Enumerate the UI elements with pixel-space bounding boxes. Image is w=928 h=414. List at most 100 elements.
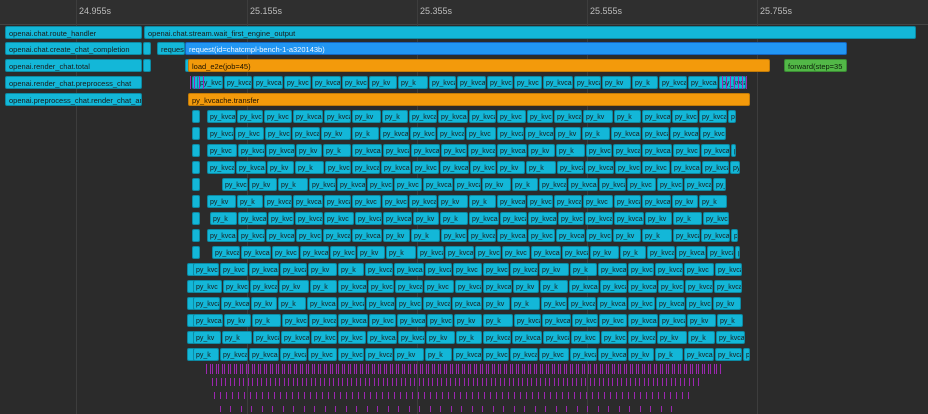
kvcache-span[interactable]: py_kvc [700,127,726,140]
kvcache-span[interactable]: py_kvcac [642,127,669,140]
kvcache-span[interactable]: py_kvcac [676,246,706,259]
kvcache-span[interactable]: py_kvcach [300,246,329,259]
span-forward[interactable]: forward(step=35 [784,59,847,72]
kvcache-span[interactable]: py_kvca [670,127,699,140]
kvcache-span[interactable]: py_kvcac [468,229,496,242]
kvcache-span[interactable]: py_kvca [475,246,501,259]
kvcache-span[interactable]: py_k [540,280,568,293]
kvcache-span[interactable]: py_kv [482,178,511,191]
kvcache-span[interactable]: py_kvcach [657,178,683,191]
kvcache-span[interactable]: py_k [323,144,351,157]
kvcache-span[interactable]: py_kv [613,229,641,242]
kvcache-span[interactable]: py_kvcache.t [731,144,736,157]
kvcache-span[interactable]: py_kvcache [642,110,671,123]
kvcache-span[interactable]: py_kv [426,331,455,344]
kvcache-span[interactable]: py_kvcache.t [365,348,393,361]
kvcache-span[interactable]: py_kvc [272,246,299,259]
kvcache-span[interactable]: py_kvcac [445,246,474,259]
kvcache-span[interactable]: py_kvcache [716,331,745,344]
kvcache-span[interactable]: py_k [556,144,585,157]
kvcache-span[interactable]: py_kvcache [365,263,393,276]
kvcache-span[interactable]: py_k [469,195,496,208]
kvcache-span[interactable]: py_kvcac [309,314,337,327]
kvcache-span[interactable]: py_kvc [658,280,684,293]
kvcache-span[interactable]: py_kvc [514,76,542,89]
kvcache-span[interactable]: py_kvcache.t [250,280,278,293]
kvcache-span[interactable]: py_kvca [366,297,395,310]
span-wait-first-engine-output[interactable]: openai.chat.stream.wait_first_engine_out… [144,26,916,39]
kvcache-span[interactable]: py_kvcache [659,76,687,89]
kvcache-span[interactable]: py_kvca [295,212,323,225]
kvcache-span[interactable]: py_kvcac [383,144,410,157]
kvcache-span[interactable]: py_kvcac [293,195,323,208]
kvcache-span[interactable]: py_kvc [207,144,237,157]
kvcache-span[interactable]: py_kvcac [268,212,294,225]
kvcache-span[interactable]: py_k [512,178,538,191]
kvcache-span[interactable]: py_kvca [743,348,750,361]
kvcache-span[interactable]: py_kvc [684,263,714,276]
kvcache-span[interactable]: py_kvc [735,246,740,259]
kvcache-span[interactable]: py_kvc [497,110,526,123]
kvcache-span[interactable]: py_kv [321,127,351,140]
kvcache-span[interactable]: py_kvca [655,263,683,276]
kvcache-span[interactable]: py_kvcache.t [330,246,356,259]
kvcache-span[interactable]: py_kvcach [628,314,658,327]
kvcache-span[interactable]: py_kv [369,76,397,89]
kvcache-span[interactable]: py_kvcache [417,246,444,259]
kvcache-stub[interactable] [192,144,200,157]
kvcache-span[interactable]: py_kvca [615,161,641,174]
kvcache-span[interactable]: py_kvcache.t [714,280,742,293]
kvcache-span[interactable]: py_kv [555,127,581,140]
kvcache-span[interactable]: py_kvcache [673,229,700,242]
kvcache-span[interactable]: py_kvcac [672,110,698,123]
kvcache-span[interactable]: py_kvc [673,144,700,157]
kvcache-span[interactable]: py_kvcache.t [383,212,412,225]
kvcache-span[interactable]: py_kvcac [688,76,718,89]
kvcache-span[interactable]: py_kvcache.t [193,314,223,327]
kvcache-span[interactable]: py_kv [645,212,672,225]
kvcache-span[interactable]: py_k [483,314,513,327]
kvcache-span[interactable]: py_k [386,246,416,259]
kvcache-span[interactable]: py_kvcach [671,161,701,174]
kvcache-span[interactable]: py_kvcache.t [510,263,538,276]
kvcache-span[interactable]: py_kvcache [453,348,482,361]
kvcache-span[interactable]: py_kvcac [457,76,486,89]
kvcache-span[interactable]: py_kvc [296,229,322,242]
kvcache-span[interactable]: py_kvca [572,314,598,327]
kvcache-span[interactable]: py_kvc [324,212,354,225]
kvcache-span[interactable]: py_k [440,212,468,225]
kvcache-stub[interactable] [192,195,200,208]
kvcache-span[interactable]: py_kv [279,280,309,293]
kvcache-span[interactable]: py_kvcac [542,314,571,327]
kvcache-span[interactable]: py_kvcac [224,76,252,89]
kvcache-span[interactable]: py_kv [383,229,410,242]
kvcache-span[interactable]: py_k [673,212,702,225]
kvcache-span[interactable]: py_k [278,178,308,191]
span-route-handler[interactable]: openai.chat.route_handler [5,26,142,39]
kvcache-span[interactable]: py_kvca [338,314,368,327]
kvcache-span[interactable]: py_kvcach [440,161,469,174]
kvcache-span[interactable]: py_kvcach [293,110,323,123]
kvcache-span[interactable]: py_kvca [543,331,570,344]
kvcache-span[interactable]: py_kvcache [282,314,308,327]
kvcache-span[interactable]: py_kvcach [455,280,482,293]
kvcache-span[interactable]: py_kvcach [543,76,573,89]
kvcache-span[interactable]: py_kvcache [514,314,541,327]
kvcache-span[interactable]: py_kvc [396,297,422,310]
kvcache-span[interactable]: py_kvcache.t [280,263,307,276]
kvcache-span[interactable]: py_k [570,263,597,276]
kvcache-span[interactable]: py_kvcach [614,195,641,208]
kvcache-span[interactable]: py_kvcache [352,144,382,157]
kvcache-span[interactable]: py_kvca [253,76,283,89]
kvcache-span[interactable]: py_kvcache.t [398,331,425,344]
kvcache-span[interactable]: py_kvc [284,76,311,89]
kvcache-span[interactable]: py_kvca [497,229,527,242]
kvcache-span[interactable]: py_kvcac [568,297,596,310]
kvcache-span[interactable]: py_kvcache.t [628,331,656,344]
kvcache-span[interactable]: py_kvcac [628,263,654,276]
kvcache-span[interactable]: py_kvcach [312,76,341,89]
kvcache-span[interactable]: py_kvcache [557,161,584,174]
kvcache-span[interactable]: py_kv [394,348,424,361]
kvcache-span[interactable]: py_kvca [487,76,513,89]
kvcache-span[interactable]: py_kvcache.t [324,110,351,123]
